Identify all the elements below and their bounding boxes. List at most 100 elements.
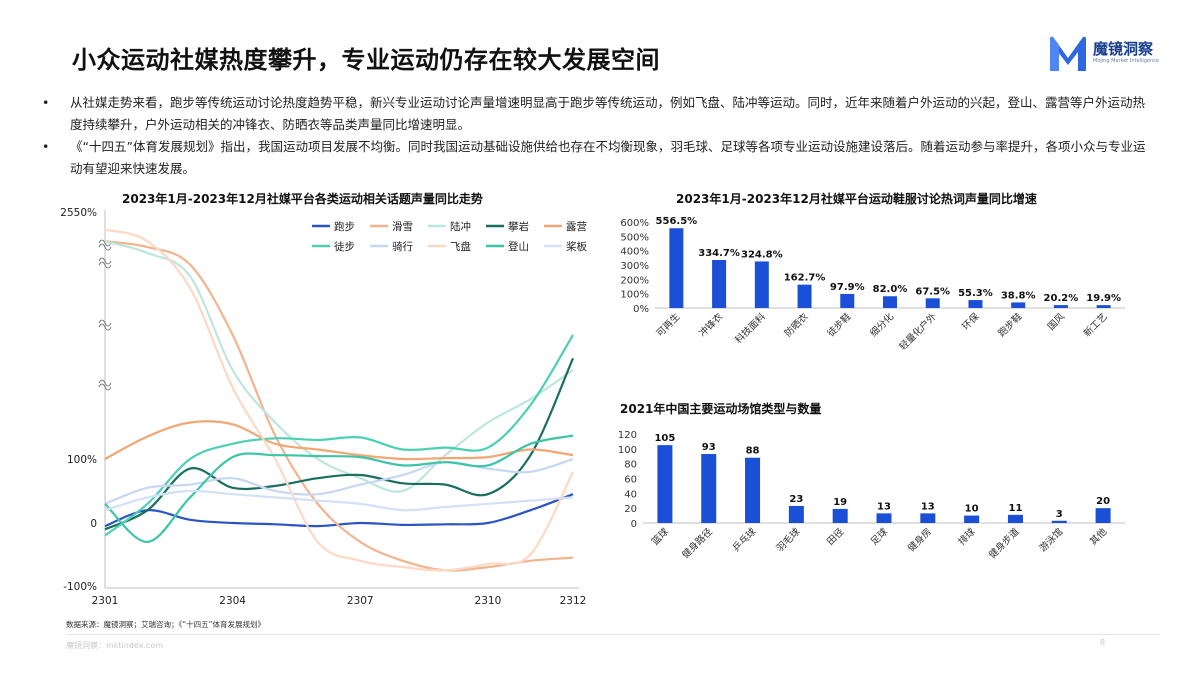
y-tick-label: 20 (624, 504, 637, 515)
y-tick-label: 0 (631, 519, 637, 530)
logo-m-icon (1050, 36, 1086, 71)
data-label: 13 (921, 501, 935, 512)
data-label: 556.5% (656, 216, 698, 227)
venues-chart-title: 2021年中国主要运动场馆类型与数量 (620, 402, 822, 416)
bullet-text: 《“十四五”体育发展规划》指出，我国运动项目发展不均衡。同时我国运动基础设施供给… (70, 139, 1146, 176)
x-tick-label: 其他 (1087, 525, 1109, 547)
data-label: 38.8% (1001, 290, 1036, 301)
y-tick-label: 0% (633, 304, 649, 315)
data-label: 162.7% (784, 273, 826, 284)
venues-chart: 0 20 40 60 80 100 120 105 篮球 93 健身路径 88 乒乓球 23 羽毛球 19 田径… (618, 430, 1125, 561)
bar (832, 508, 848, 523)
series-line (104, 334, 574, 537)
x-tick-label: 2304 (219, 595, 246, 607)
x-tick-label: 国风 (1046, 311, 1068, 333)
data-label: 334.7% (698, 248, 740, 259)
data-label: 93 (702, 442, 716, 453)
footer-site: 魔镜洞察：mktindex.com (66, 641, 164, 650)
y-tick-label: 400% (620, 247, 649, 258)
x-tick-label: 羽毛球 (774, 525, 803, 554)
series-line (104, 240, 574, 493)
bar (920, 513, 936, 523)
legend-label: 徒步 (334, 240, 355, 253)
series-line (104, 489, 574, 512)
x-tick-label: 足球 (868, 525, 890, 547)
legend-label: 陆冲 (450, 220, 471, 233)
x-tick-label: 科技面料 (733, 310, 769, 346)
page-number: 8 (1100, 638, 1106, 647)
y-tick-label: 500% (620, 232, 649, 243)
bar (964, 515, 980, 523)
x-tick-label: 健身房 (905, 526, 934, 555)
trend-chart-title: 2023年1月-2023年12月社媒平台各类运动相关话题声量同比走势 (122, 192, 483, 206)
bullet-item: • 从社媒走势来看，跑步等传统运动讨论热度趋势平稳，新兴专业运动讨论声量增速明显… (38, 92, 1148, 136)
trend-chart: 2550% 100% 0 -100% 2301 2304 2307 2310 2312 跑步 滑雪 陆… (60, 207, 587, 607)
bar (883, 296, 897, 308)
source-note: 数据来源：魔镜洞察；艾瑞咨询；《“十四五”体育发展规划》 (66, 620, 266, 629)
y-tick-label: 100 (618, 445, 637, 456)
keywords-chart-title: 2023年1月-2023年12月社媒平台运动鞋服讨论热词声量同比增速 (676, 192, 1037, 206)
bar (1011, 302, 1026, 308)
bar (876, 513, 892, 523)
series-line (104, 240, 574, 572)
data-label: 19 (833, 497, 847, 508)
x-tick-label: 2310 (475, 595, 502, 607)
bullet-marker: • (42, 95, 50, 110)
y-tick-label: 120 (618, 430, 637, 441)
data-label: 19.9% (1086, 293, 1121, 304)
bar (701, 454, 717, 523)
data-label: 105 (654, 433, 675, 444)
keywords-chart: 0% 100% 200% 300% 400% 500% 600% 556.5% 可再生 334.7… (620, 216, 1125, 353)
y-tick-label: -100% (63, 581, 97, 593)
bar (712, 260, 727, 308)
x-tick-label: 2312 (560, 595, 587, 607)
data-label: 82.0% (873, 284, 908, 295)
bar (1053, 305, 1068, 308)
x-tick-label: 新工艺 (1081, 311, 1110, 340)
bar (1007, 514, 1023, 523)
x-tick-label: 环保 (960, 310, 982, 332)
logo-subtitle: Mojing Market Intelligence (1093, 58, 1159, 64)
data-label: 13 (877, 501, 891, 512)
axis-break-mark (98, 239, 112, 251)
data-label: 10 (965, 504, 979, 515)
series-line (104, 493, 574, 528)
x-tick-label: 篮球 (649, 525, 671, 547)
y-tick-label: 2550% (60, 207, 97, 219)
legend-label: 攀岩 (508, 220, 529, 233)
x-tick-label: 2307 (347, 595, 374, 607)
x-tick-label: 健身步道 (986, 525, 1022, 561)
x-tick-label: 冲锋衣 (697, 310, 726, 339)
bar (1096, 305, 1111, 308)
axis-break-mark (98, 379, 112, 391)
legend-label: 骑行 (392, 240, 413, 253)
y-tick-label: 80 (624, 460, 637, 471)
data-label: 3 (1056, 509, 1063, 520)
data-label: 97.9% (830, 282, 865, 293)
bar (1095, 508, 1111, 523)
series-line (104, 420, 574, 461)
legend-label: 露营 (566, 220, 587, 233)
footer-divider (66, 634, 1160, 635)
bar (657, 445, 673, 523)
legend-label: 登山 (508, 240, 529, 253)
x-tick-label: 2301 (92, 595, 119, 607)
y-tick-label: 100% (67, 454, 97, 466)
y-tick-label: 100% (620, 290, 649, 301)
data-label: 23 (789, 494, 803, 505)
y-tick-label: 300% (620, 261, 649, 272)
x-tick-label: 乒乓球 (730, 525, 759, 554)
data-label: 20 (1096, 496, 1110, 507)
logo-name: 魔镜洞察 (1093, 40, 1154, 58)
bullet-text: 从社媒走势来看，跑步等传统运动讨论热度趋势平稳，新兴专业运动讨论声量增速明显高于… (70, 95, 1146, 132)
x-tick-label: 徒步鞋 (825, 310, 854, 339)
data-label: 324.8% (741, 249, 783, 260)
bar (669, 228, 684, 308)
legend-label: 滑雪 (392, 221, 413, 233)
bar (840, 293, 855, 308)
data-label: 11 (1008, 503, 1022, 514)
bar (925, 298, 940, 308)
x-tick-label: 排球 (956, 525, 978, 547)
page-title: 小众运动社媒热度攀升，专业运动仍存在较大发展空间 (72, 46, 660, 74)
series-line (104, 434, 574, 544)
